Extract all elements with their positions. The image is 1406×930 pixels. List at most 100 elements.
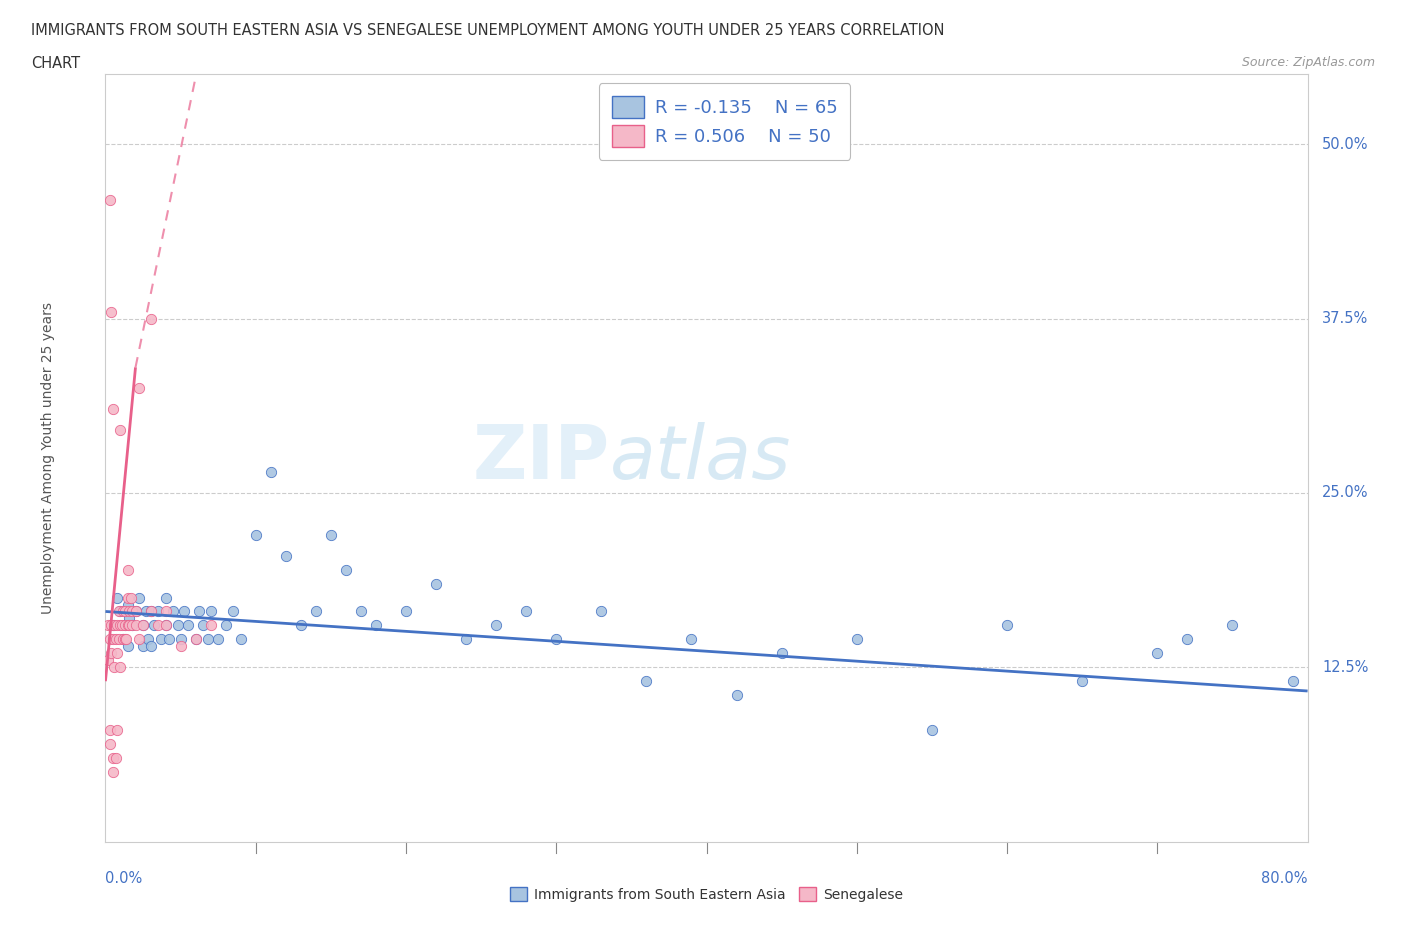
Point <box>515 604 537 619</box>
Point <box>454 632 477 647</box>
Point <box>110 660 132 675</box>
Point <box>98 193 121 207</box>
Text: IMMIGRANTS FROM SOUTH EASTERN ASIA VS SENEGALESE UNEMPLOYMENT AMONG YOUTH UNDER : IMMIGRANTS FROM SOUTH EASTERN ASIA VS SE… <box>31 23 945 38</box>
Point <box>162 604 184 619</box>
Point <box>115 632 138 647</box>
Point <box>214 618 236 633</box>
Point <box>335 562 357 577</box>
Point <box>101 618 124 633</box>
Point <box>725 688 748 703</box>
Point <box>222 604 245 619</box>
Point <box>177 618 200 633</box>
Point <box>155 618 177 633</box>
Text: 80.0%: 80.0% <box>1261 870 1308 885</box>
Point <box>100 646 122 661</box>
Point <box>121 618 143 633</box>
Point <box>546 632 568 647</box>
Point <box>98 632 121 647</box>
Point <box>169 632 191 647</box>
Point <box>108 632 131 647</box>
Text: ZIP: ZIP <box>472 421 610 495</box>
Point <box>117 562 139 577</box>
Point <box>132 618 155 633</box>
Point <box>197 632 219 647</box>
Text: Source: ZipAtlas.com: Source: ZipAtlas.com <box>1241 56 1375 69</box>
Point <box>114 618 136 633</box>
Point <box>139 312 162 326</box>
Point <box>98 737 121 751</box>
Text: CHART: CHART <box>31 56 80 71</box>
Point <box>150 632 173 647</box>
Point <box>101 764 124 779</box>
Point <box>108 604 131 619</box>
Point <box>245 527 267 542</box>
Point <box>103 618 125 633</box>
Point <box>184 632 207 647</box>
Point <box>207 632 229 647</box>
Point <box>146 618 169 633</box>
Point <box>107 591 129 605</box>
Point <box>173 604 195 619</box>
Point <box>104 632 127 647</box>
Point <box>921 723 943 737</box>
Point <box>425 577 447 591</box>
Point <box>136 632 159 647</box>
Point <box>146 604 169 619</box>
Point <box>110 423 132 438</box>
Point <box>107 646 129 661</box>
Point <box>139 639 162 654</box>
Text: 37.5%: 37.5% <box>1322 311 1368 326</box>
Point <box>274 549 297 564</box>
Text: 25.0%: 25.0% <box>1322 485 1368 500</box>
Point <box>100 618 122 633</box>
Point <box>103 660 125 675</box>
Point <box>118 611 141 626</box>
Point <box>128 381 150 396</box>
Point <box>485 618 508 633</box>
Point <box>770 646 793 661</box>
Point <box>110 604 132 619</box>
Point <box>681 632 703 647</box>
Point <box>157 632 180 647</box>
Point <box>117 639 139 654</box>
Point <box>319 527 342 542</box>
Point <box>591 604 613 619</box>
Point <box>845 632 868 647</box>
Point <box>187 604 209 619</box>
Point <box>112 604 135 619</box>
Text: 0.0%: 0.0% <box>105 870 142 885</box>
Point <box>135 604 157 619</box>
Point <box>107 723 129 737</box>
Point <box>118 618 141 633</box>
Point <box>636 673 658 688</box>
Point <box>139 604 162 619</box>
Point <box>121 618 143 633</box>
Point <box>124 604 146 619</box>
Point <box>395 604 418 619</box>
Point <box>229 632 252 647</box>
Point <box>184 632 207 647</box>
Point <box>132 618 155 633</box>
Point <box>350 604 373 619</box>
Point <box>1175 632 1198 647</box>
Point <box>97 653 120 668</box>
Point <box>121 604 143 619</box>
Point <box>114 618 136 633</box>
Point <box>124 618 146 633</box>
Point <box>200 604 222 619</box>
Text: Unemployment Among Youth under 25 years: Unemployment Among Youth under 25 years <box>41 302 55 614</box>
Point <box>290 618 312 633</box>
Point <box>166 618 188 633</box>
Text: atlas: atlas <box>610 422 792 494</box>
Text: 50.0%: 50.0% <box>1322 137 1368 152</box>
Point <box>364 618 387 633</box>
Point <box>101 402 124 417</box>
Point <box>128 591 150 605</box>
Point <box>100 304 122 319</box>
Point <box>118 604 141 619</box>
Point <box>305 604 328 619</box>
Point <box>260 465 283 480</box>
Point <box>97 618 120 633</box>
Point <box>120 591 142 605</box>
Point <box>155 591 177 605</box>
